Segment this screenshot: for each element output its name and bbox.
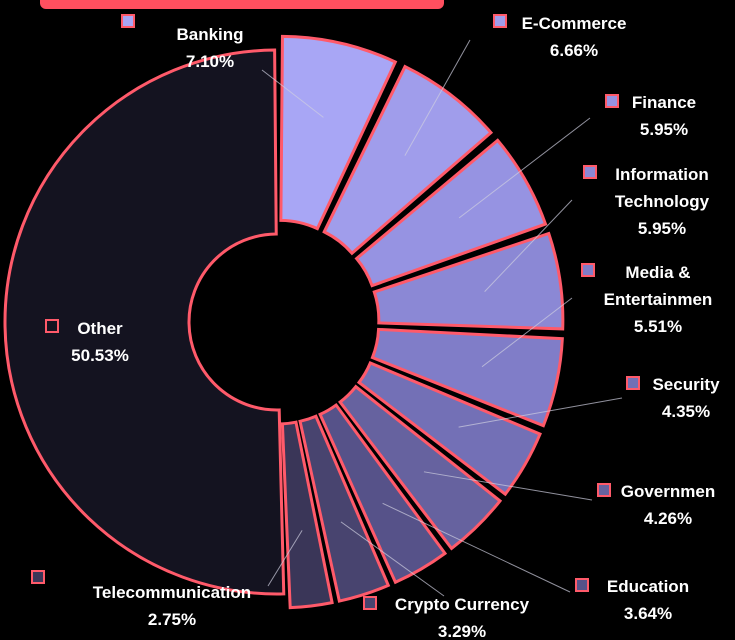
slice-education: [318, 402, 448, 585]
label-group-finance: Finance 5.95%: [458, 93, 696, 219]
slice-e-commerce: [322, 64, 494, 256]
slice-other: [3, 48, 286, 596]
legend-marker-security: [626, 376, 640, 390]
label-group-banking: Banking 7.10%: [121, 14, 324, 118]
legend-marker-other: [45, 319, 59, 333]
slice-finance: [354, 138, 548, 288]
legend-marker-education: [575, 578, 589, 592]
slice-telecommunication: [280, 420, 334, 610]
value-label-crypto-currency: 3.29%: [438, 622, 486, 640]
label-group-telecommunication: Telecommunication 2.75%: [31, 530, 303, 629]
value-label-government: 4.26%: [644, 509, 692, 528]
leader-line-information-technology: [484, 199, 573, 292]
legend-marker-media-entertainment: [581, 263, 595, 277]
label-group-information-technology: Information Technology 5.95%: [484, 165, 710, 292]
category-label-finance: Finance: [632, 93, 696, 112]
value-label-education: 3.64%: [624, 604, 672, 623]
legend-marker-finance: [605, 94, 619, 108]
slice-security: [356, 361, 542, 497]
label-group-media-entertainment: Media & Entertainmen 5.51%: [481, 263, 713, 368]
value-label-information-technology: 5.95%: [638, 219, 686, 238]
category-label-security: Security: [652, 375, 720, 394]
slice-media-entertainment: [370, 327, 564, 428]
category-label-information-technology: Technology: [615, 192, 710, 211]
category-label-e-commerce: E-Commerce: [522, 14, 627, 33]
leader-line-crypto-currency: [340, 521, 445, 597]
leader-line-government: [423, 471, 593, 501]
leader-line-media-entertainment: [481, 297, 573, 368]
value-label-banking: 7.10%: [186, 52, 234, 71]
legend-marker-telecommunication: [31, 570, 45, 584]
legend-marker-crypto-currency: [363, 596, 377, 610]
label-group-security: Security 4.35%: [458, 375, 720, 428]
top-accent-bar: [40, 0, 444, 9]
category-label-education: Education: [607, 577, 689, 596]
category-label-information-technology: Information: [615, 165, 709, 184]
leader-line-education: [382, 502, 571, 593]
value-label-finance: 5.95%: [640, 120, 688, 139]
legend-marker-e-commerce: [493, 14, 507, 28]
slice-crypto-currency: [298, 414, 391, 603]
value-label-security: 4.35%: [662, 402, 710, 421]
category-label-crypto-currency: Crypto Currency: [395, 595, 530, 614]
value-label-telecommunication: 2.75%: [148, 610, 196, 629]
category-label-telecommunication: Telecommunication: [93, 583, 251, 602]
slice-government: [338, 384, 503, 551]
category-label-other: Other: [77, 319, 123, 338]
value-label-other: 50.53%: [71, 346, 129, 365]
legend-marker-government: [597, 483, 611, 497]
leader-line-e-commerce: [404, 39, 471, 156]
legend-marker-banking: [121, 14, 135, 28]
leader-line-security: [458, 397, 623, 428]
value-label-e-commerce: 6.66%: [550, 41, 598, 60]
category-label-media-entertainment: Entertainmen: [604, 290, 713, 309]
label-group-education: Education 3.64%: [382, 502, 689, 623]
label-group-government: Governmen 4.26%: [423, 471, 715, 528]
category-label-media-entertainment: Media &: [625, 263, 690, 282]
leader-line-finance: [458, 117, 591, 219]
label-group-crypto-currency: Crypto Currency 3.29%: [340, 521, 530, 640]
slice-information-technology: [372, 231, 565, 331]
legend-marker-information-technology: [583, 165, 597, 179]
value-label-media-entertainment: 5.51%: [634, 317, 682, 336]
label-group-e-commerce: E-Commerce 6.66%: [404, 14, 627, 156]
leader-line-banking: [261, 69, 324, 118]
category-label-government: Governmen: [621, 482, 715, 501]
category-label-banking: Banking: [176, 25, 243, 44]
slice-banking: [279, 34, 398, 231]
label-group-other: Other 50.53%: [45, 319, 129, 365]
leader-line-telecommunication: [267, 530, 303, 587]
